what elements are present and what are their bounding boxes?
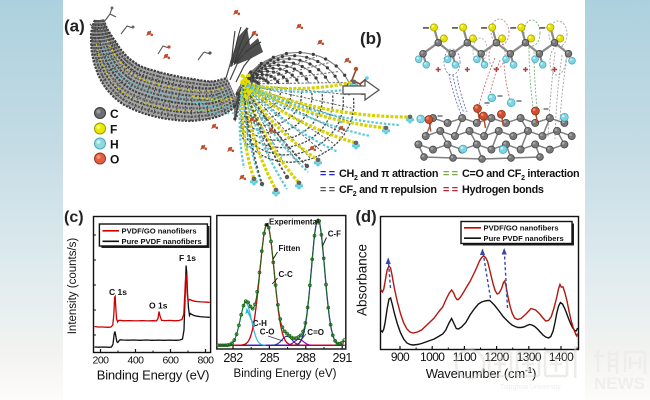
- svg-text:1000: 1000: [420, 350, 445, 364]
- svg-text:(c): (c): [64, 209, 84, 226]
- svg-text:Binding Energy (eV): Binding Energy (eV): [234, 368, 337, 380]
- svg-text:(a): (a): [64, 17, 85, 36]
- svg-text:291: 291: [333, 351, 353, 365]
- svg-text:C 1s: C 1s: [109, 287, 127, 297]
- svg-text:O: O: [110, 153, 119, 167]
- svg-text:Absorbance: Absorbance: [355, 244, 370, 316]
- svg-text:C=O: C=O: [307, 328, 324, 337]
- svg-text:O 1s: O 1s: [149, 301, 168, 311]
- svg-text:C-O: C-O: [260, 328, 275, 337]
- svg-text:F 1s: F 1s: [179, 253, 196, 263]
- svg-text:F: F: [110, 123, 117, 137]
- svg-text:= =: = =: [443, 184, 458, 196]
- svg-text:1100: 1100: [453, 350, 477, 364]
- svg-text:Wavenumber (cm-1): Wavenumber (cm-1): [426, 365, 537, 381]
- svg-text:Intensity (counts/s): Intensity (counts/s): [67, 238, 79, 335]
- svg-text:400: 400: [127, 355, 144, 367]
- svg-text:PVDF/GO nanofibers: PVDF/GO nanofibers: [122, 227, 197, 236]
- svg-text:285: 285: [260, 351, 280, 365]
- svg-text:CF2 and π repulsion: CF2 and π repulsion: [339, 184, 437, 198]
- svg-text:288: 288: [296, 351, 316, 365]
- svg-text:282: 282: [223, 351, 243, 365]
- svg-text:1400: 1400: [549, 350, 574, 364]
- svg-text:C-C: C-C: [279, 270, 293, 279]
- svg-text:= =: = =: [320, 168, 335, 180]
- svg-text:H: H: [110, 138, 119, 152]
- svg-text:(b): (b): [360, 29, 382, 48]
- svg-text:PVDF/GO nanofibers: PVDF/GO nanofibers: [484, 224, 559, 233]
- svg-text:(d): (d): [356, 208, 377, 226]
- svg-text:CH2 and π attraction: CH2 and π attraction: [339, 168, 438, 182]
- svg-text:Pure PVDF nanofibers: Pure PVDF nanofibers: [122, 237, 202, 246]
- svg-text:Experimental: Experimental: [269, 218, 319, 227]
- svg-text:1200: 1200: [484, 350, 509, 364]
- svg-text:Hydrogen bonds: Hydrogen bonds: [462, 184, 544, 196]
- svg-text:800: 800: [197, 355, 214, 367]
- svg-text:= =: = =: [443, 168, 458, 180]
- svg-text:= =: = =: [320, 184, 335, 196]
- svg-text:900: 900: [391, 350, 410, 364]
- svg-text:C: C: [110, 107, 119, 121]
- svg-text:C-F: C-F: [328, 230, 341, 239]
- svg-text:Pure PVDF nanofibers: Pure PVDF nanofibers: [484, 234, 564, 243]
- svg-text:Fitten: Fitten: [279, 244, 301, 253]
- svg-text:Tsinghua University: Tsinghua University: [500, 384, 561, 391]
- svg-text:C=O and CF2 interaction: C=O and CF2 interaction: [462, 168, 579, 182]
- svg-text:C-H: C-H: [253, 319, 267, 328]
- svg-text:200: 200: [92, 355, 109, 367]
- svg-text:1300: 1300: [517, 350, 542, 364]
- svg-text:Binding Energy (eV): Binding Energy (eV): [97, 368, 210, 383]
- svg-text:600: 600: [162, 355, 179, 367]
